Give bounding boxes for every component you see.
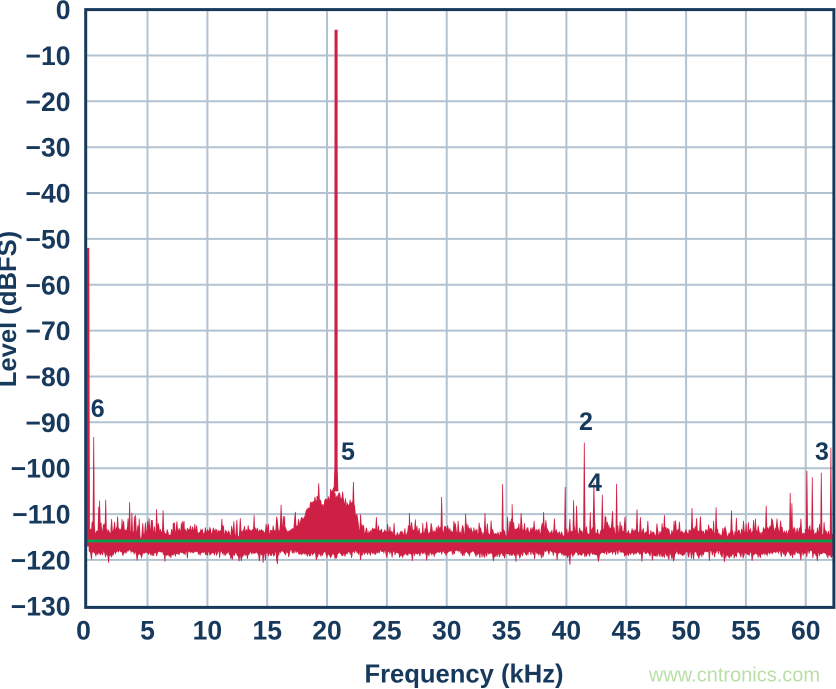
svg-text:−130: −130 [11, 591, 71, 621]
svg-text:Level (dBFS): Level (dBFS) [0, 231, 22, 387]
svg-text:45: 45 [611, 616, 640, 646]
svg-text:−20: −20 [26, 87, 71, 117]
svg-text:60: 60 [791, 616, 820, 646]
svg-text:55: 55 [731, 616, 760, 646]
svg-text:−40: −40 [26, 179, 71, 209]
svg-text:www.cntronics.com: www.cntronics.com [648, 665, 820, 687]
svg-text:30: 30 [432, 616, 461, 646]
svg-text:25: 25 [372, 616, 401, 646]
svg-text:−100: −100 [11, 454, 71, 484]
svg-text:40: 40 [552, 616, 581, 646]
svg-text:−90: −90 [26, 408, 71, 438]
svg-text:−120: −120 [11, 545, 71, 575]
svg-text:50: 50 [671, 616, 700, 646]
svg-text:15: 15 [252, 616, 281, 646]
svg-text:−60: −60 [26, 270, 71, 300]
svg-text:4: 4 [588, 469, 602, 497]
svg-text:3: 3 [815, 438, 829, 466]
svg-text:0: 0 [76, 616, 91, 646]
svg-text:−110: −110 [12, 500, 70, 530]
svg-text:35: 35 [492, 616, 521, 646]
svg-text:10: 10 [193, 616, 222, 646]
svg-text:6: 6 [91, 395, 105, 423]
svg-text:−80: −80 [26, 362, 71, 392]
svg-text:5: 5 [140, 616, 155, 646]
svg-text:−70: −70 [26, 316, 71, 346]
svg-text:Frequency (kHz): Frequency (kHz) [364, 661, 563, 689]
svg-text:−30: −30 [26, 133, 71, 163]
svg-text:−50: −50 [26, 224, 71, 254]
svg-text:−10: −10 [26, 41, 71, 71]
svg-text:2: 2 [579, 408, 593, 436]
svg-text:0: 0 [56, 0, 71, 25]
svg-text:5: 5 [341, 438, 355, 466]
svg-text:20: 20 [312, 616, 341, 646]
